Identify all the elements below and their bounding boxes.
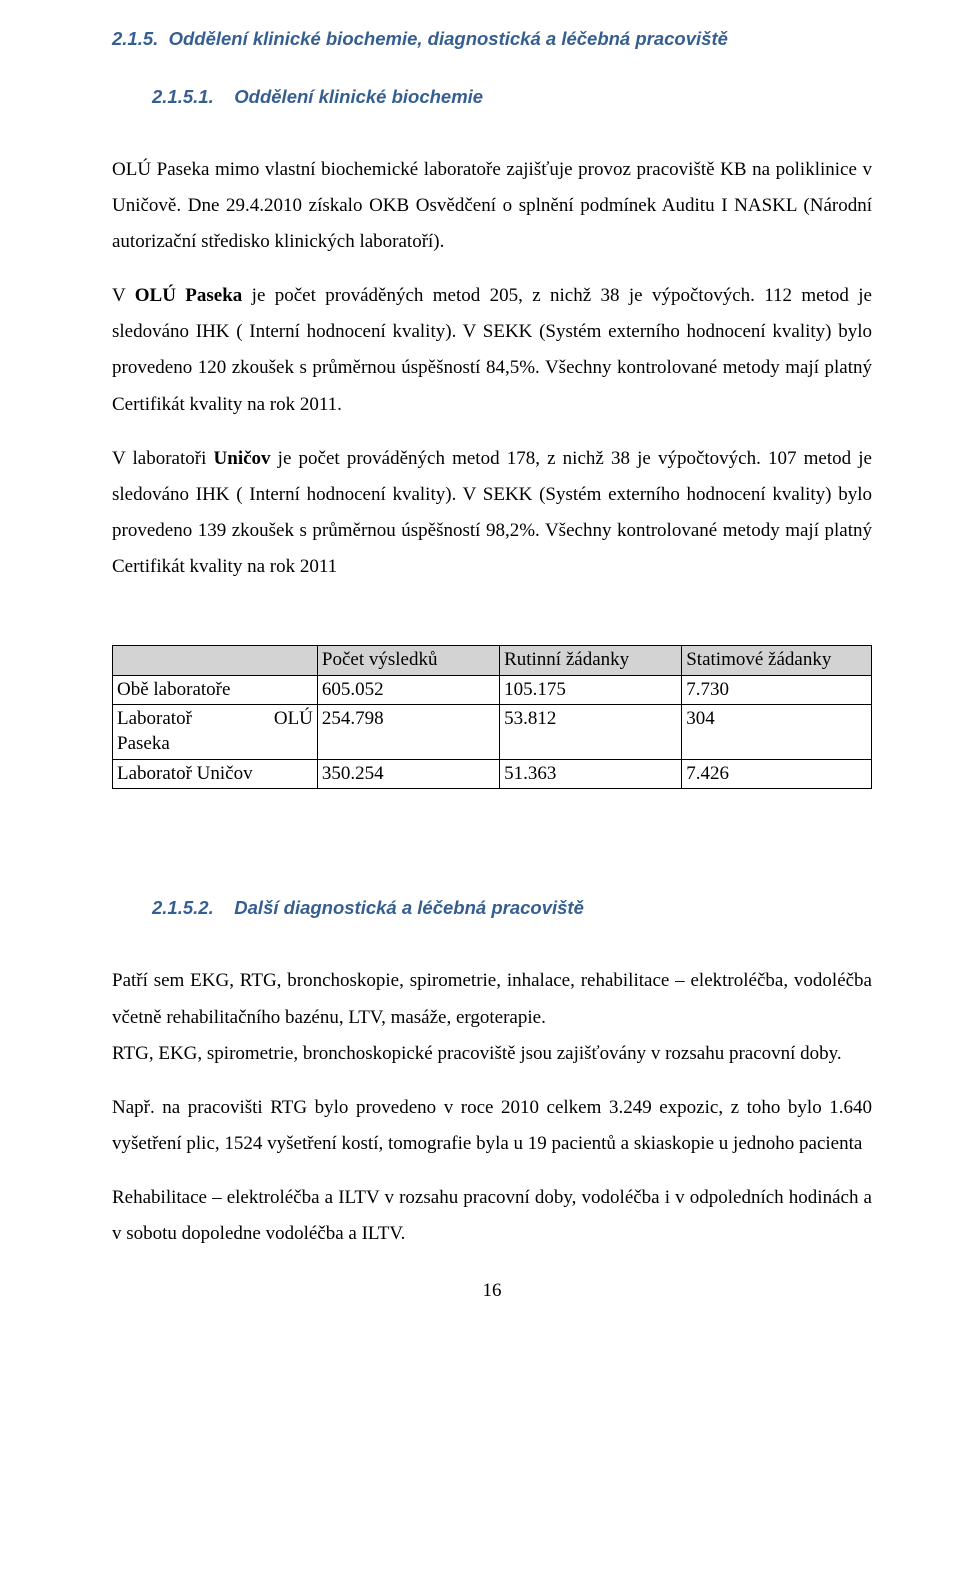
table-header-row: Počet výsledků Rutinní žádanky Statimové… xyxy=(113,646,872,676)
heading-number: 2.1.5.2. xyxy=(152,897,214,918)
heading-text: Další diagnostická a léčebná pracoviště xyxy=(234,897,584,918)
heading-text: Oddělení klinické biochemie xyxy=(234,86,483,107)
table-row: Laboratoř Uničov 350.254 51.363 7.426 xyxy=(113,759,872,789)
heading-number: 2.1.5. xyxy=(112,28,158,49)
table-cell: Obě laboratoře xyxy=(113,675,318,705)
page-number: 16 xyxy=(112,1280,872,1302)
paragraph-rehab: Rehabilitace – elektroléčba a ILTV v roz… xyxy=(112,1180,872,1252)
heading-text: Oddělení klinické biochemie, diagnostick… xyxy=(169,28,728,49)
table-cell: 53.812 xyxy=(500,705,682,759)
heading-2-1-5: 2.1.5. Oddělení klinické biochemie, diag… xyxy=(112,28,872,50)
paragraph-intro: OLÚ Paseka mimo vlastní biochemické labo… xyxy=(112,152,872,260)
table-cell: Laboratoř Uničov xyxy=(113,759,318,789)
table-row: Obě laboratoře 605.052 105.175 7.730 xyxy=(113,675,872,705)
heading-number: 2.1.5.1. xyxy=(152,86,214,107)
table-cell: LaboratořOLÚ Paseka xyxy=(113,705,318,759)
table-cell: 51.363 xyxy=(500,759,682,789)
paragraph-other-2: RTG, EKG, spirometrie, bronchoskopické p… xyxy=(112,1036,872,1072)
results-table: Počet výsledků Rutinní žádanky Statimové… xyxy=(112,645,872,789)
heading-2-1-5-1: 2.1.5.1. Oddělení klinické biochemie xyxy=(152,86,872,108)
table-header-cell: Statimové žádanky xyxy=(682,646,872,676)
table-header-cell: Rutinní žádanky xyxy=(500,646,682,676)
paragraph-rtg-stats: Např. na pracovišti RTG bylo provedeno v… xyxy=(112,1090,872,1162)
table-cell: 254.798 xyxy=(317,705,499,759)
table-row: LaboratořOLÚ Paseka 254.798 53.812 304 xyxy=(113,705,872,759)
table-header-cell: Počet výsledků xyxy=(317,646,499,676)
table-cell: 105.175 xyxy=(500,675,682,705)
paragraph-unicov: V laboratoři Uničov je počet prováděných… xyxy=(112,441,872,585)
table-header-cell xyxy=(113,646,318,676)
paragraph-olu-paseka: V OLÚ Paseka je počet prováděných metod … xyxy=(112,278,872,422)
table-cell: 304 xyxy=(682,705,872,759)
table-cell: 7.426 xyxy=(682,759,872,789)
heading-2-1-5-2: 2.1.5.2. Další diagnostická a léčebná pr… xyxy=(152,897,872,919)
table-cell: 7.730 xyxy=(682,675,872,705)
paragraph-other-1: Patří sem EKG, RTG, bronchoskopie, spiro… xyxy=(112,963,872,1035)
table-cell: 605.052 xyxy=(317,675,499,705)
table-cell: 350.254 xyxy=(317,759,499,789)
